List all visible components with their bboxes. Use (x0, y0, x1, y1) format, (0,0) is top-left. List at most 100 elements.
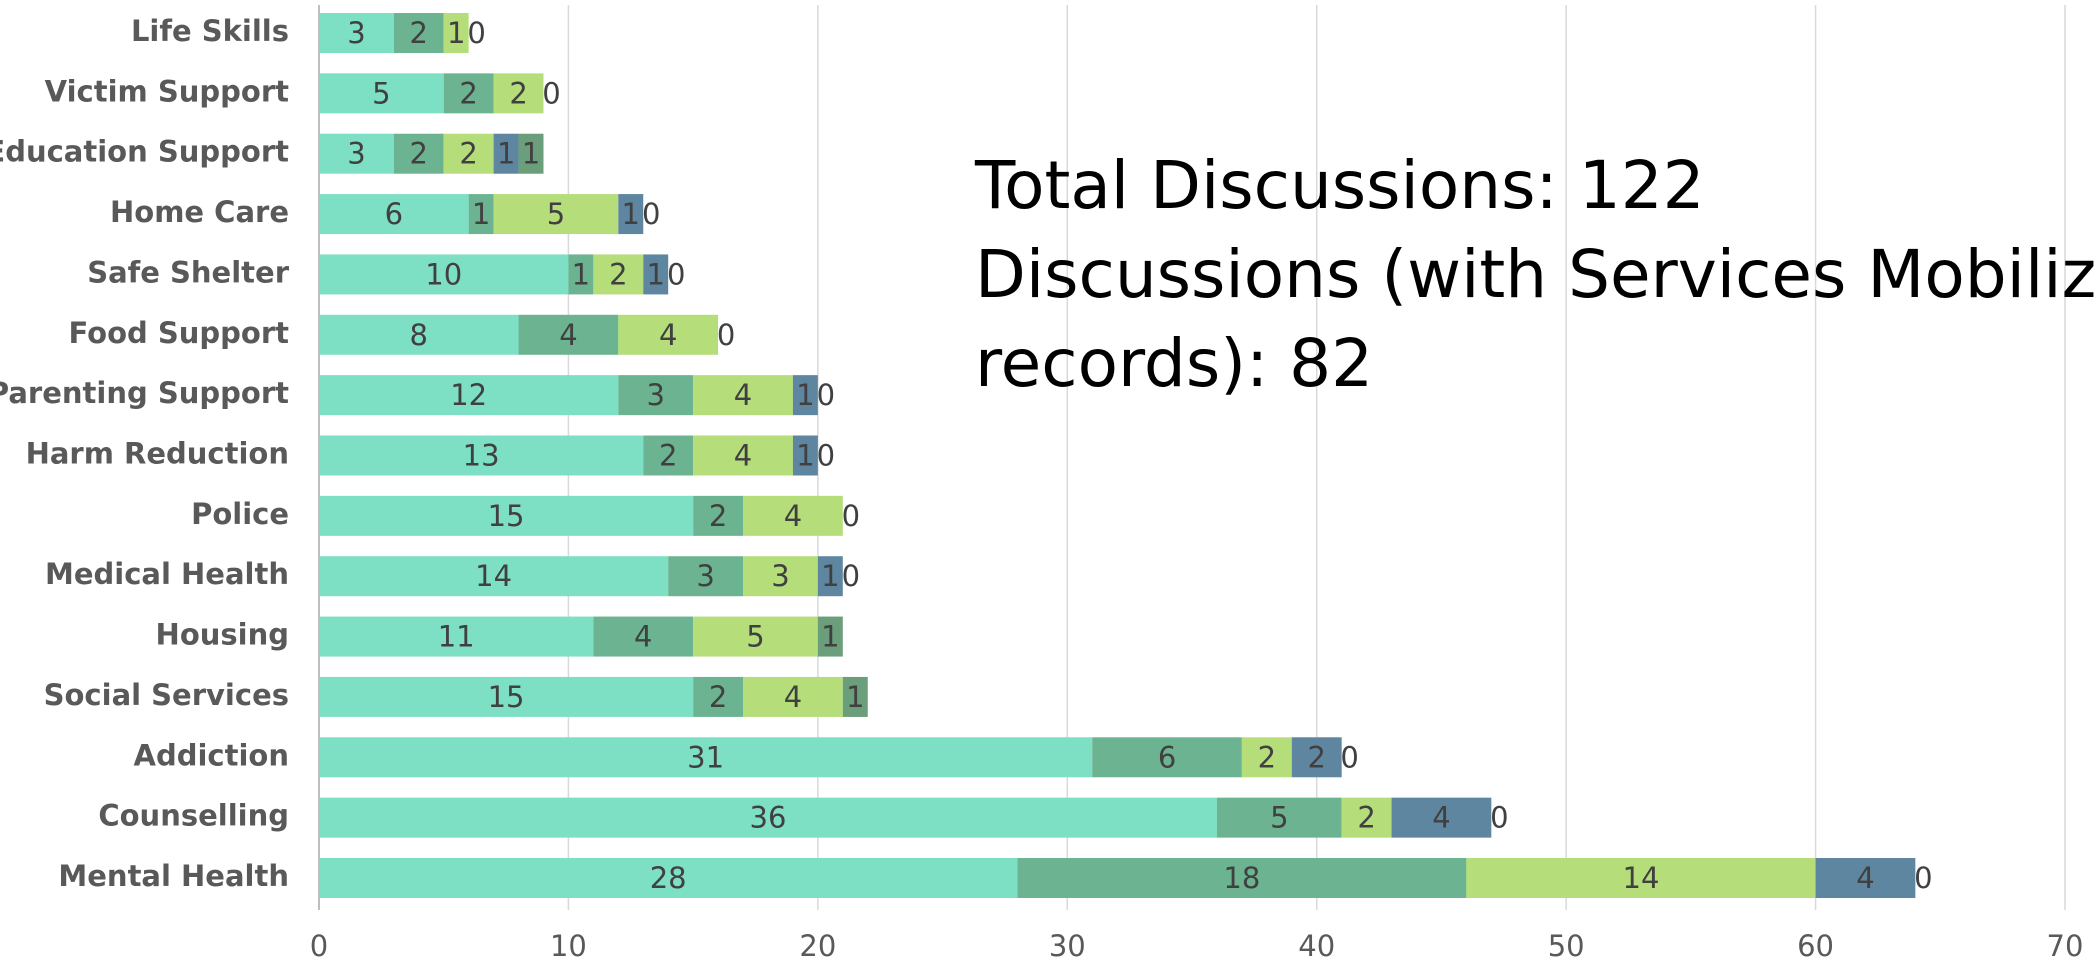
bar-segment (468, 194, 494, 235)
value-label: 3 (771, 559, 789, 593)
bar-segment (319, 133, 394, 174)
value-label: 4 (734, 378, 752, 412)
bar-segment (618, 375, 694, 416)
value-label: 4 (634, 620, 652, 654)
bar-segment (1341, 797, 1392, 838)
bar-segment (319, 13, 394, 53)
value-label: 0 (542, 76, 560, 110)
value-label: 1 (572, 257, 590, 291)
bar-segment (493, 133, 519, 174)
value-label: 4 (1856, 861, 1874, 895)
x-tick-label: 50 (1548, 929, 1585, 963)
y-tick-label: Victim Support (45, 74, 289, 108)
y-tick-label: Mental Health (58, 859, 289, 893)
y-tick-label: Education Support (0, 135, 289, 169)
value-label: 1 (821, 620, 839, 654)
value-label: 5 (372, 76, 390, 110)
bar-segment (593, 254, 644, 295)
value-label: 6 (385, 197, 403, 231)
bar-segment (693, 676, 744, 717)
bar-segment (817, 556, 843, 597)
bar-segment (319, 435, 644, 476)
bar-segment (443, 133, 494, 174)
bar-segment (518, 133, 544, 174)
y-tick-label: Housing (156, 618, 289, 652)
bar-segment (443, 73, 494, 114)
value-label: 0 (842, 499, 860, 533)
value-label: 1 (796, 378, 814, 412)
bar-segment (643, 435, 694, 476)
value-label: 4 (559, 318, 577, 352)
value-label: 1 (447, 16, 465, 50)
x-tick-label: 0 (310, 929, 328, 963)
y-tick-label: Social Services (44, 678, 289, 712)
annotation: Total Discussions: 122 (974, 147, 1705, 224)
value-label: 0 (717, 318, 735, 352)
bar-segment (842, 676, 868, 717)
bar-segment (1017, 858, 1467, 898)
bar-segment (1291, 737, 1342, 778)
value-label: 5 (746, 620, 764, 654)
value-label: 1 (647, 257, 665, 291)
value-label: 2 (709, 499, 727, 533)
value-label: 36 (750, 801, 787, 835)
y-tick-label: Life Skills (131, 14, 289, 48)
y-tick-label: Counselling (98, 799, 289, 833)
value-label: 12 (450, 378, 487, 412)
bar-segment (618, 314, 719, 355)
value-label: 0 (817, 439, 835, 473)
value-label: 1 (497, 137, 515, 171)
bar-segment (319, 676, 694, 717)
value-label: 4 (784, 680, 802, 714)
x-tick-label: 30 (1049, 929, 1086, 963)
value-label: 4 (734, 439, 752, 473)
value-label: 31 (687, 740, 724, 774)
bar-segment (1815, 858, 1916, 898)
value-label: 2 (459, 137, 477, 171)
value-label: 28 (650, 861, 687, 895)
value-label: 13 (463, 439, 500, 473)
y-tick-label: Addiction (134, 738, 289, 772)
value-label: 1 (622, 197, 640, 231)
value-label: 0 (817, 378, 835, 412)
bar-segment (668, 556, 744, 597)
value-label: 3 (347, 16, 365, 50)
value-label: 3 (696, 559, 714, 593)
x-tick-label: 70 (2047, 929, 2084, 963)
value-label: 14 (475, 559, 512, 593)
bar-segment (693, 616, 818, 657)
y-tick-label: Parenting Support (0, 376, 289, 410)
bar-segment (568, 254, 594, 295)
value-label: 5 (1270, 801, 1288, 835)
x-tick-label: 40 (1298, 929, 1335, 963)
bar-segment (693, 495, 744, 536)
value-label: 18 (1223, 861, 1260, 895)
bar-segment (693, 375, 793, 416)
bar-segment (319, 194, 469, 235)
value-label: 15 (488, 499, 525, 533)
value-label: 0 (1490, 801, 1508, 835)
value-label: 2 (1357, 801, 1375, 835)
annotation: records): 82 (975, 325, 1373, 402)
value-label: 3 (647, 378, 665, 412)
value-label: 1 (796, 439, 814, 473)
value-label: 10 (425, 257, 462, 291)
value-label: 1 (522, 137, 540, 171)
value-label: 6 (1158, 740, 1176, 774)
value-label: 2 (709, 680, 727, 714)
value-label: 11 (438, 620, 475, 654)
value-label: 0 (1914, 861, 1932, 895)
value-label: 2 (659, 439, 677, 473)
value-label: 2 (509, 76, 527, 110)
value-label: 2 (609, 257, 627, 291)
y-tick-label: Home Care (110, 195, 289, 229)
bar-segment (319, 375, 619, 416)
bar-segment (792, 435, 818, 476)
value-label: 0 (642, 197, 660, 231)
bar-segment (319, 314, 519, 355)
y-tick-label: Food Support (69, 316, 290, 350)
y-tick-label: Police (191, 497, 289, 531)
bar-segment (319, 737, 1093, 778)
bar-segment (693, 435, 793, 476)
